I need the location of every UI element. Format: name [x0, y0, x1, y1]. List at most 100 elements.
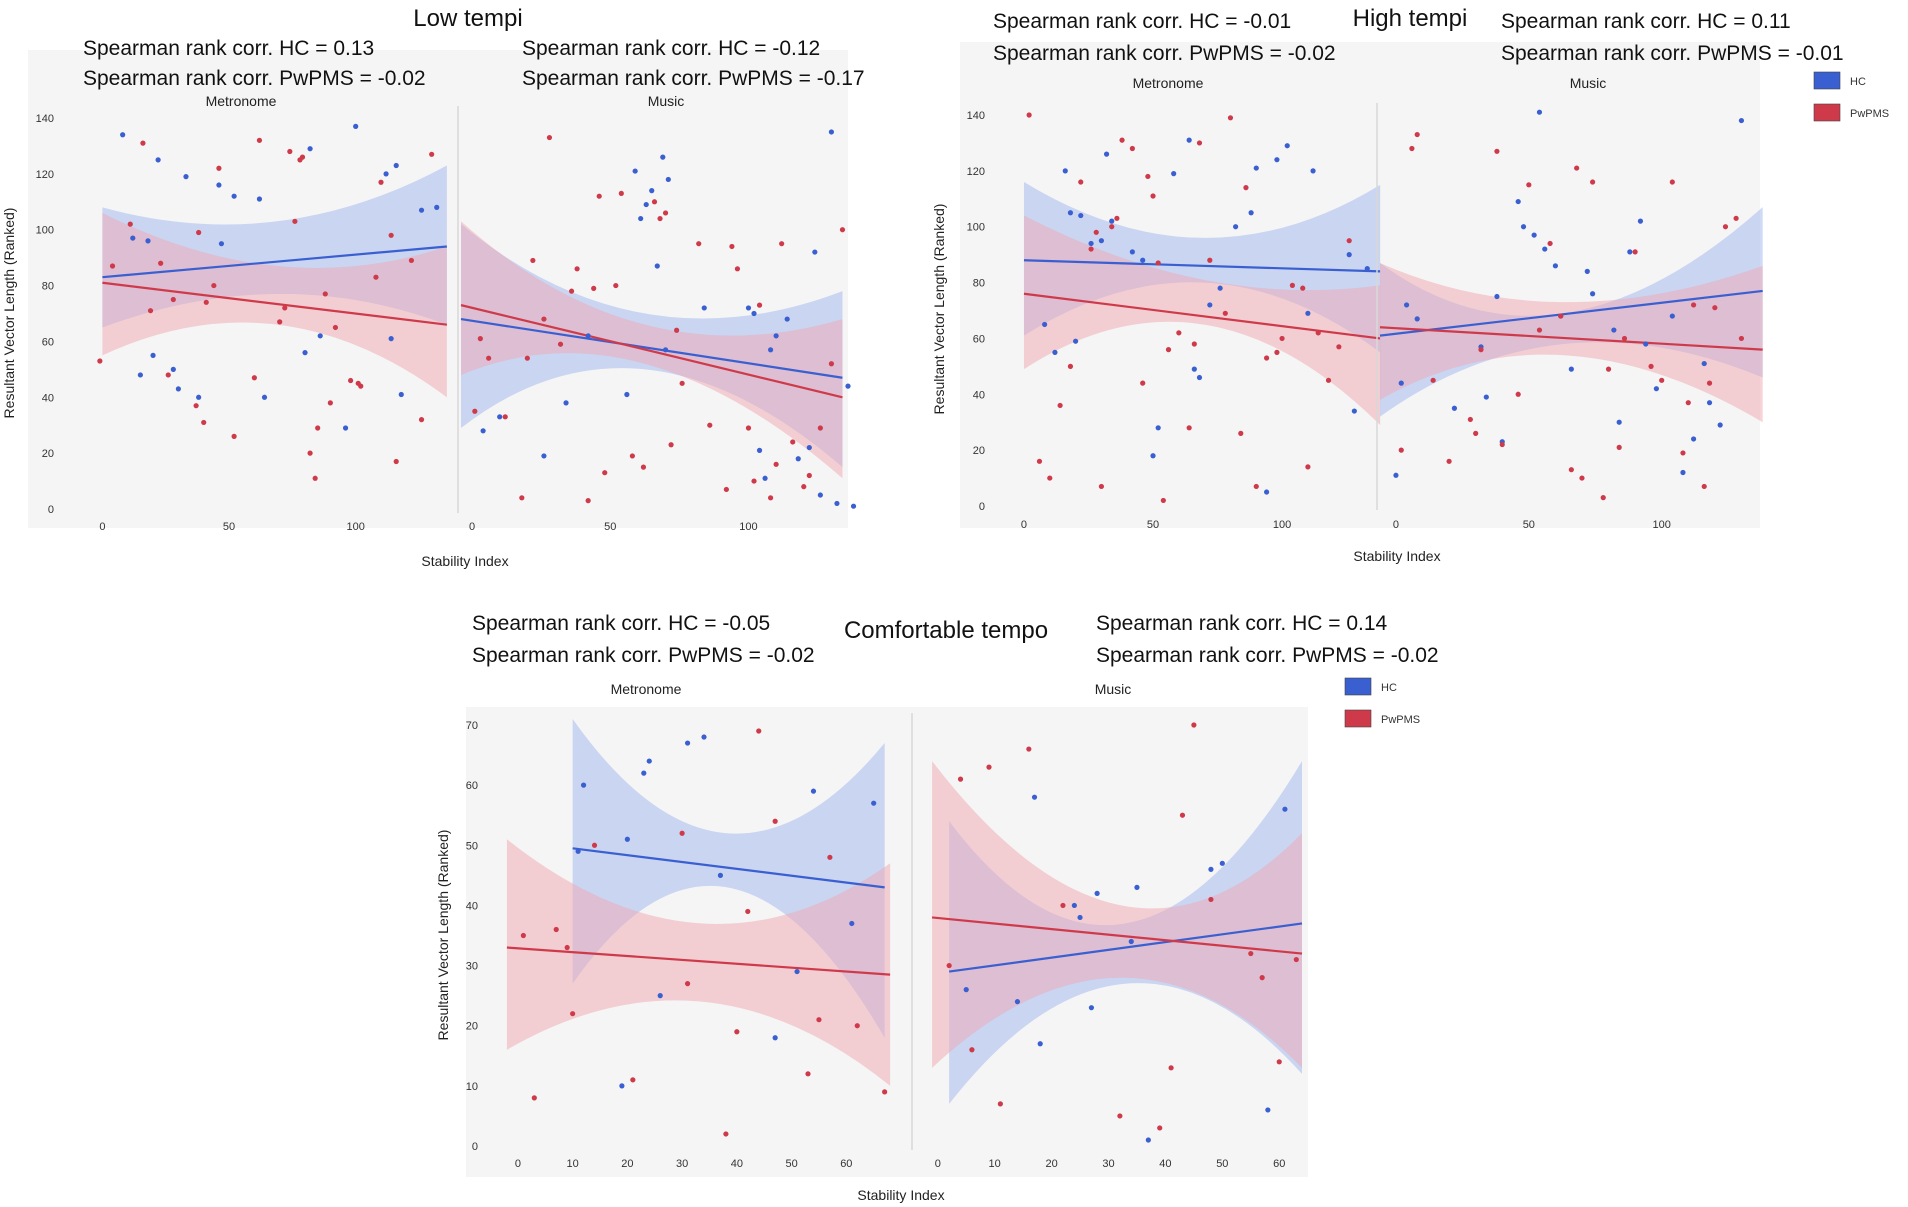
hc-fit-line — [102, 245, 447, 279]
pwpms-point — [315, 425, 321, 431]
pwpms-point — [828, 361, 835, 367]
hc-point — [1282, 806, 1288, 812]
pwpms-point — [1616, 444, 1622, 450]
y-tick-label: 0 — [48, 504, 54, 516]
hc-point — [1134, 884, 1140, 890]
pwpms-point — [1179, 812, 1186, 818]
x-tick-label: 20 — [1045, 1158, 1057, 1170]
pwpms-fit-line — [506, 946, 891, 976]
pwpms-confidence-band — [102, 212, 447, 398]
hc-point — [1207, 302, 1213, 308]
pwpms-point — [1207, 257, 1213, 263]
pwpms-point — [613, 282, 619, 289]
hc-point — [845, 383, 851, 389]
corr-hc-label: Spearman rank corr. HC = 0.13 — [83, 37, 374, 60]
hc-point — [772, 1035, 778, 1041]
pwpms-point — [256, 137, 263, 143]
pwpms-point — [997, 1101, 1003, 1107]
pwpms-point — [1119, 137, 1125, 143]
pwpms-point — [585, 498, 591, 504]
pwpms-point — [1409, 145, 1415, 152]
corr-hc-label: Spearman rank corr. HC = -0.01 — [993, 10, 1291, 33]
hc-point — [762, 475, 768, 481]
pwpms-point — [1494, 148, 1500, 154]
pwpms-point — [816, 1017, 822, 1023]
corr-pwpms-label: Spearman rank corr. PwPMS = -0.02 — [1096, 644, 1439, 667]
panel-metronome: Spearman rank corr. HC = -0.05 Spearman r… — [472, 612, 891, 1170]
pwpms-point — [790, 439, 796, 445]
pwpms-point — [211, 282, 217, 289]
pwpms-point — [668, 442, 674, 448]
hc-point — [585, 333, 591, 339]
chart-title: Low tempi — [413, 5, 522, 32]
hc-point — [120, 132, 126, 138]
pwpms-point — [1098, 483, 1105, 490]
x-tick-label: 0 — [1393, 519, 1399, 531]
hc-point — [701, 734, 707, 740]
pwpms-point — [165, 372, 171, 378]
hc-point — [1219, 860, 1225, 866]
pwpms-point — [307, 450, 313, 456]
hc-point — [1494, 293, 1500, 300]
pwpms-point — [1114, 215, 1120, 221]
hc-point — [150, 352, 156, 358]
legend-swatch-hc — [1813, 71, 1841, 90]
pwpms-point — [1208, 896, 1214, 903]
hc-point — [1067, 210, 1074, 216]
x-tick-label: 50 — [1523, 519, 1535, 531]
hc-point — [619, 1083, 625, 1089]
hc-point — [317, 333, 323, 339]
pwpms-point — [170, 296, 176, 303]
pwpms-point — [557, 341, 564, 347]
pwpms-point — [1155, 260, 1161, 266]
pwpms-point — [519, 495, 525, 501]
hc-point — [1690, 436, 1697, 442]
hc-point — [1305, 310, 1311, 316]
pwpms-point — [574, 266, 580, 272]
corr-pwpms-label: Spearman rank corr. PwPMS = -0.02 — [472, 644, 815, 667]
hc-fit-line — [1379, 289, 1763, 337]
x-tick-label: 100 — [347, 521, 365, 533]
pwpms-point — [1279, 335, 1285, 342]
x-tick-label: 0 — [99, 521, 105, 533]
pwpms-fit-line — [1023, 292, 1381, 340]
hc-point — [183, 174, 189, 180]
pwpms-point — [1227, 115, 1234, 121]
corr-pwpms-label: Spearman rank corr. PwPMS = -0.17 — [522, 67, 865, 90]
pwpms-point — [1712, 305, 1718, 311]
hc-point — [1542, 246, 1548, 252]
pwpms-point — [282, 305, 288, 311]
pwpms-point — [817, 425, 823, 431]
hc-point — [383, 171, 389, 177]
panel-metronome: Spearman rank corr. HC = -0.01 Spearman r… — [993, 10, 1381, 531]
pwpms-fit-line — [460, 304, 843, 399]
pwpms-point — [1733, 215, 1739, 221]
hc-point — [963, 987, 969, 993]
hc-point — [1042, 321, 1048, 328]
hc-point — [1233, 224, 1239, 230]
pwpms-point — [1157, 1125, 1163, 1131]
x-tick-label: 50 — [223, 521, 235, 533]
pwpms-point — [1238, 430, 1244, 436]
pwpms-point — [1047, 475, 1053, 481]
hc-point — [1403, 302, 1410, 308]
y-tick-label: 120 — [967, 166, 985, 178]
hc-point — [1217, 285, 1223, 291]
hc-point — [684, 740, 691, 746]
hc-point — [1088, 240, 1094, 247]
y-tick-label: 80 — [42, 281, 54, 293]
hc-point — [1616, 419, 1622, 425]
hc-point — [1263, 489, 1270, 495]
panel-title: Music — [648, 93, 685, 109]
y-tick-label: 20 — [973, 445, 985, 457]
pwpms-point — [216, 165, 222, 171]
hc-point — [1738, 117, 1745, 124]
pwpms-point — [1168, 1065, 1174, 1071]
pwpms-point — [745, 908, 751, 915]
pwpms-point — [1176, 330, 1182, 336]
pwpms-point — [839, 227, 846, 233]
hc-point — [1072, 338, 1079, 344]
hc-point — [701, 305, 707, 311]
hc-point — [745, 305, 752, 311]
pwpms-point — [388, 232, 394, 238]
